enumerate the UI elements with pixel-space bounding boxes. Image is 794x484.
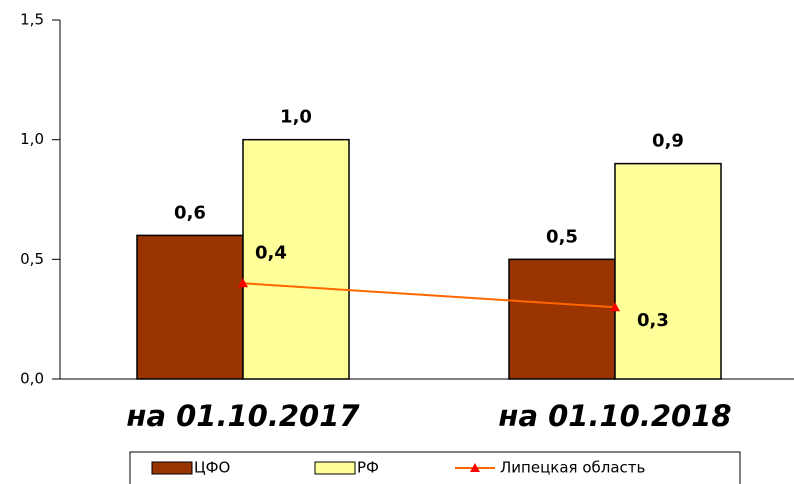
legend-swatch (151, 461, 193, 475)
bar (136, 234, 244, 380)
marker (238, 278, 248, 288)
legend-label: РФ (357, 459, 379, 477)
y-tick-label: 0,5 (20, 250, 44, 268)
legend-marker (470, 463, 480, 472)
y-tick-label: 1,0 (20, 130, 44, 148)
data-label: 0,3 (637, 310, 669, 331)
data-label: 0,4 (255, 242, 287, 263)
legend-box (129, 451, 741, 484)
y-tick-label: 0,0 (20, 370, 44, 388)
bar (242, 138, 350, 380)
data-label: 0,6 (174, 202, 206, 223)
line (242, 282, 616, 309)
y-tick-label: 1,5 (20, 11, 44, 29)
x-tick-label: на 01.10.2018 (498, 399, 731, 433)
bar (614, 162, 722, 380)
legend-label: ЦФО (194, 459, 230, 477)
x-tick-label: на 01.10.2017 (126, 399, 360, 433)
legend-swatch (314, 461, 356, 475)
marker (610, 302, 620, 312)
data-label: 0,9 (652, 131, 684, 152)
data-label: 0,5 (546, 226, 578, 247)
data-label: 1,0 (280, 107, 312, 128)
bar (508, 258, 616, 380)
legend-label: Липецкая область (500, 459, 645, 477)
